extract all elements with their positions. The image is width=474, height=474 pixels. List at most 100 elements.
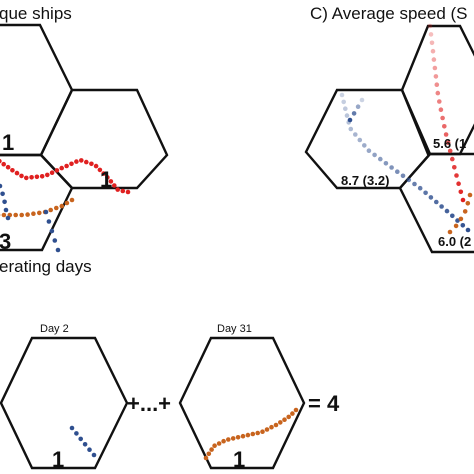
red-track-dot	[89, 161, 94, 167]
red-track-dot	[34, 174, 40, 180]
blue-track-dot	[353, 132, 358, 137]
blue-track-dot	[351, 111, 357, 116]
orange-track-dot	[264, 427, 270, 432]
blue-track-dot	[389, 165, 394, 170]
orange-track-dot	[235, 435, 241, 440]
blue-track-dot	[455, 218, 460, 223]
red-track-dot	[430, 48, 436, 54]
orange-track-dot	[48, 207, 53, 213]
orange-track-dot	[69, 197, 75, 203]
blue-track-dot	[465, 227, 471, 233]
blue-track-dot	[372, 152, 377, 158]
red-track-dot	[59, 165, 64, 171]
red-track-dot	[54, 168, 60, 173]
red-track-dot	[450, 156, 455, 162]
day-31-count: 1	[233, 447, 245, 472]
red-track-dot	[429, 40, 435, 46]
orange-track-dot	[465, 201, 471, 206]
blue-track-dot	[46, 219, 52, 224]
red-track-dot	[10, 168, 15, 173]
hexagon-top-cell	[400, 24, 474, 156]
red-track-dot	[440, 115, 445, 121]
hexagon-day-31	[178, 336, 306, 470]
blue-track-dot	[74, 431, 79, 436]
red-track-dot	[432, 65, 438, 71]
orange-track-dot	[269, 424, 274, 430]
orange-track-dot	[286, 414, 292, 420]
red-track-dot	[74, 159, 79, 164]
blue-track-dot	[434, 199, 439, 205]
red-track-dot	[0, 158, 2, 164]
blue-track-dot	[343, 106, 348, 111]
red-track-dot	[105, 175, 110, 180]
orange-track-dot	[293, 407, 299, 413]
panel-c-title: C) Average speed (S	[310, 4, 468, 23]
blue-track-dot	[366, 148, 372, 153]
red-track-dot	[5, 164, 11, 170]
red-track-dot	[433, 74, 439, 79]
blue-track-dot	[378, 156, 383, 162]
blue-track-dot	[55, 247, 61, 253]
orange-track-dot	[203, 455, 209, 461]
speed-value-right: 5.6 (1	[433, 136, 466, 151]
orange-track-dot	[255, 430, 260, 436]
panel-d-title: erating days	[0, 257, 92, 276]
blue-track-dot	[339, 92, 345, 98]
blue-track-dot	[344, 113, 350, 118]
red-track-dot	[101, 171, 106, 176]
blue-track-dot	[428, 195, 434, 200]
orange-track-dot	[64, 200, 70, 206]
blue-track-dot	[412, 181, 417, 187]
panel-c-ship-tracks	[339, 23, 473, 235]
panel-unique-ships: que ships 1 1 3	[0, 4, 169, 254]
blue-track-dot	[347, 117, 353, 123]
red-track-dot	[14, 170, 20, 176]
red-track-dot	[437, 99, 442, 104]
red-track-dot	[49, 170, 55, 175]
red-track-dot	[24, 175, 29, 181]
orange-track-dot	[273, 422, 279, 428]
orange-track-dot	[216, 441, 222, 446]
blue-track-dot	[439, 204, 444, 209]
blue-track-dot	[2, 199, 7, 205]
orange-track-dot	[290, 411, 295, 416]
day-2-label: Day 2	[40, 323, 69, 335]
red-track-dot	[64, 163, 69, 169]
red-track-dot	[460, 197, 466, 203]
blue-track-dot	[49, 228, 55, 234]
red-track-dot	[442, 124, 447, 129]
blue-track-dot	[383, 161, 389, 166]
blue-track-dot	[362, 143, 367, 148]
orange-track-dot	[278, 420, 283, 425]
orange-track-dot	[462, 209, 468, 214]
hexagon-lower-cell	[398, 152, 474, 254]
day-31-label: Day 31	[217, 323, 252, 335]
red-track-dot	[438, 107, 444, 112]
orange-track-dot	[282, 417, 287, 423]
orange-track-dot	[250, 431, 256, 437]
red-track-dot	[79, 158, 84, 163]
orange-track-dot	[212, 443, 217, 449]
orange-track-dot	[221, 438, 226, 444]
red-track-dot	[458, 189, 464, 195]
blue-track-dot	[395, 169, 400, 174]
blue-track-dot	[359, 97, 365, 103]
blue-track-dot	[5, 215, 11, 221]
red-track-dot	[431, 57, 437, 62]
blue-track-dot	[52, 238, 58, 243]
orange-track-dot	[467, 192, 473, 198]
blue-track-dot	[348, 126, 354, 132]
count-middle: 1	[100, 167, 112, 192]
panel-b-title: que ships	[0, 4, 72, 23]
red-track-dot	[115, 187, 120, 192]
blue-track-dot	[43, 209, 49, 215]
orange-track-dot	[25, 212, 30, 217]
orange-track-dot	[13, 212, 18, 218]
red-track-dot	[29, 175, 34, 180]
day-2-ship-track	[69, 425, 97, 458]
red-track-dot	[93, 163, 99, 169]
red-track-dot	[434, 82, 440, 87]
blue-track-dot	[78, 436, 83, 442]
red-track-dot	[452, 165, 457, 170]
orange-track-dot	[240, 433, 246, 439]
